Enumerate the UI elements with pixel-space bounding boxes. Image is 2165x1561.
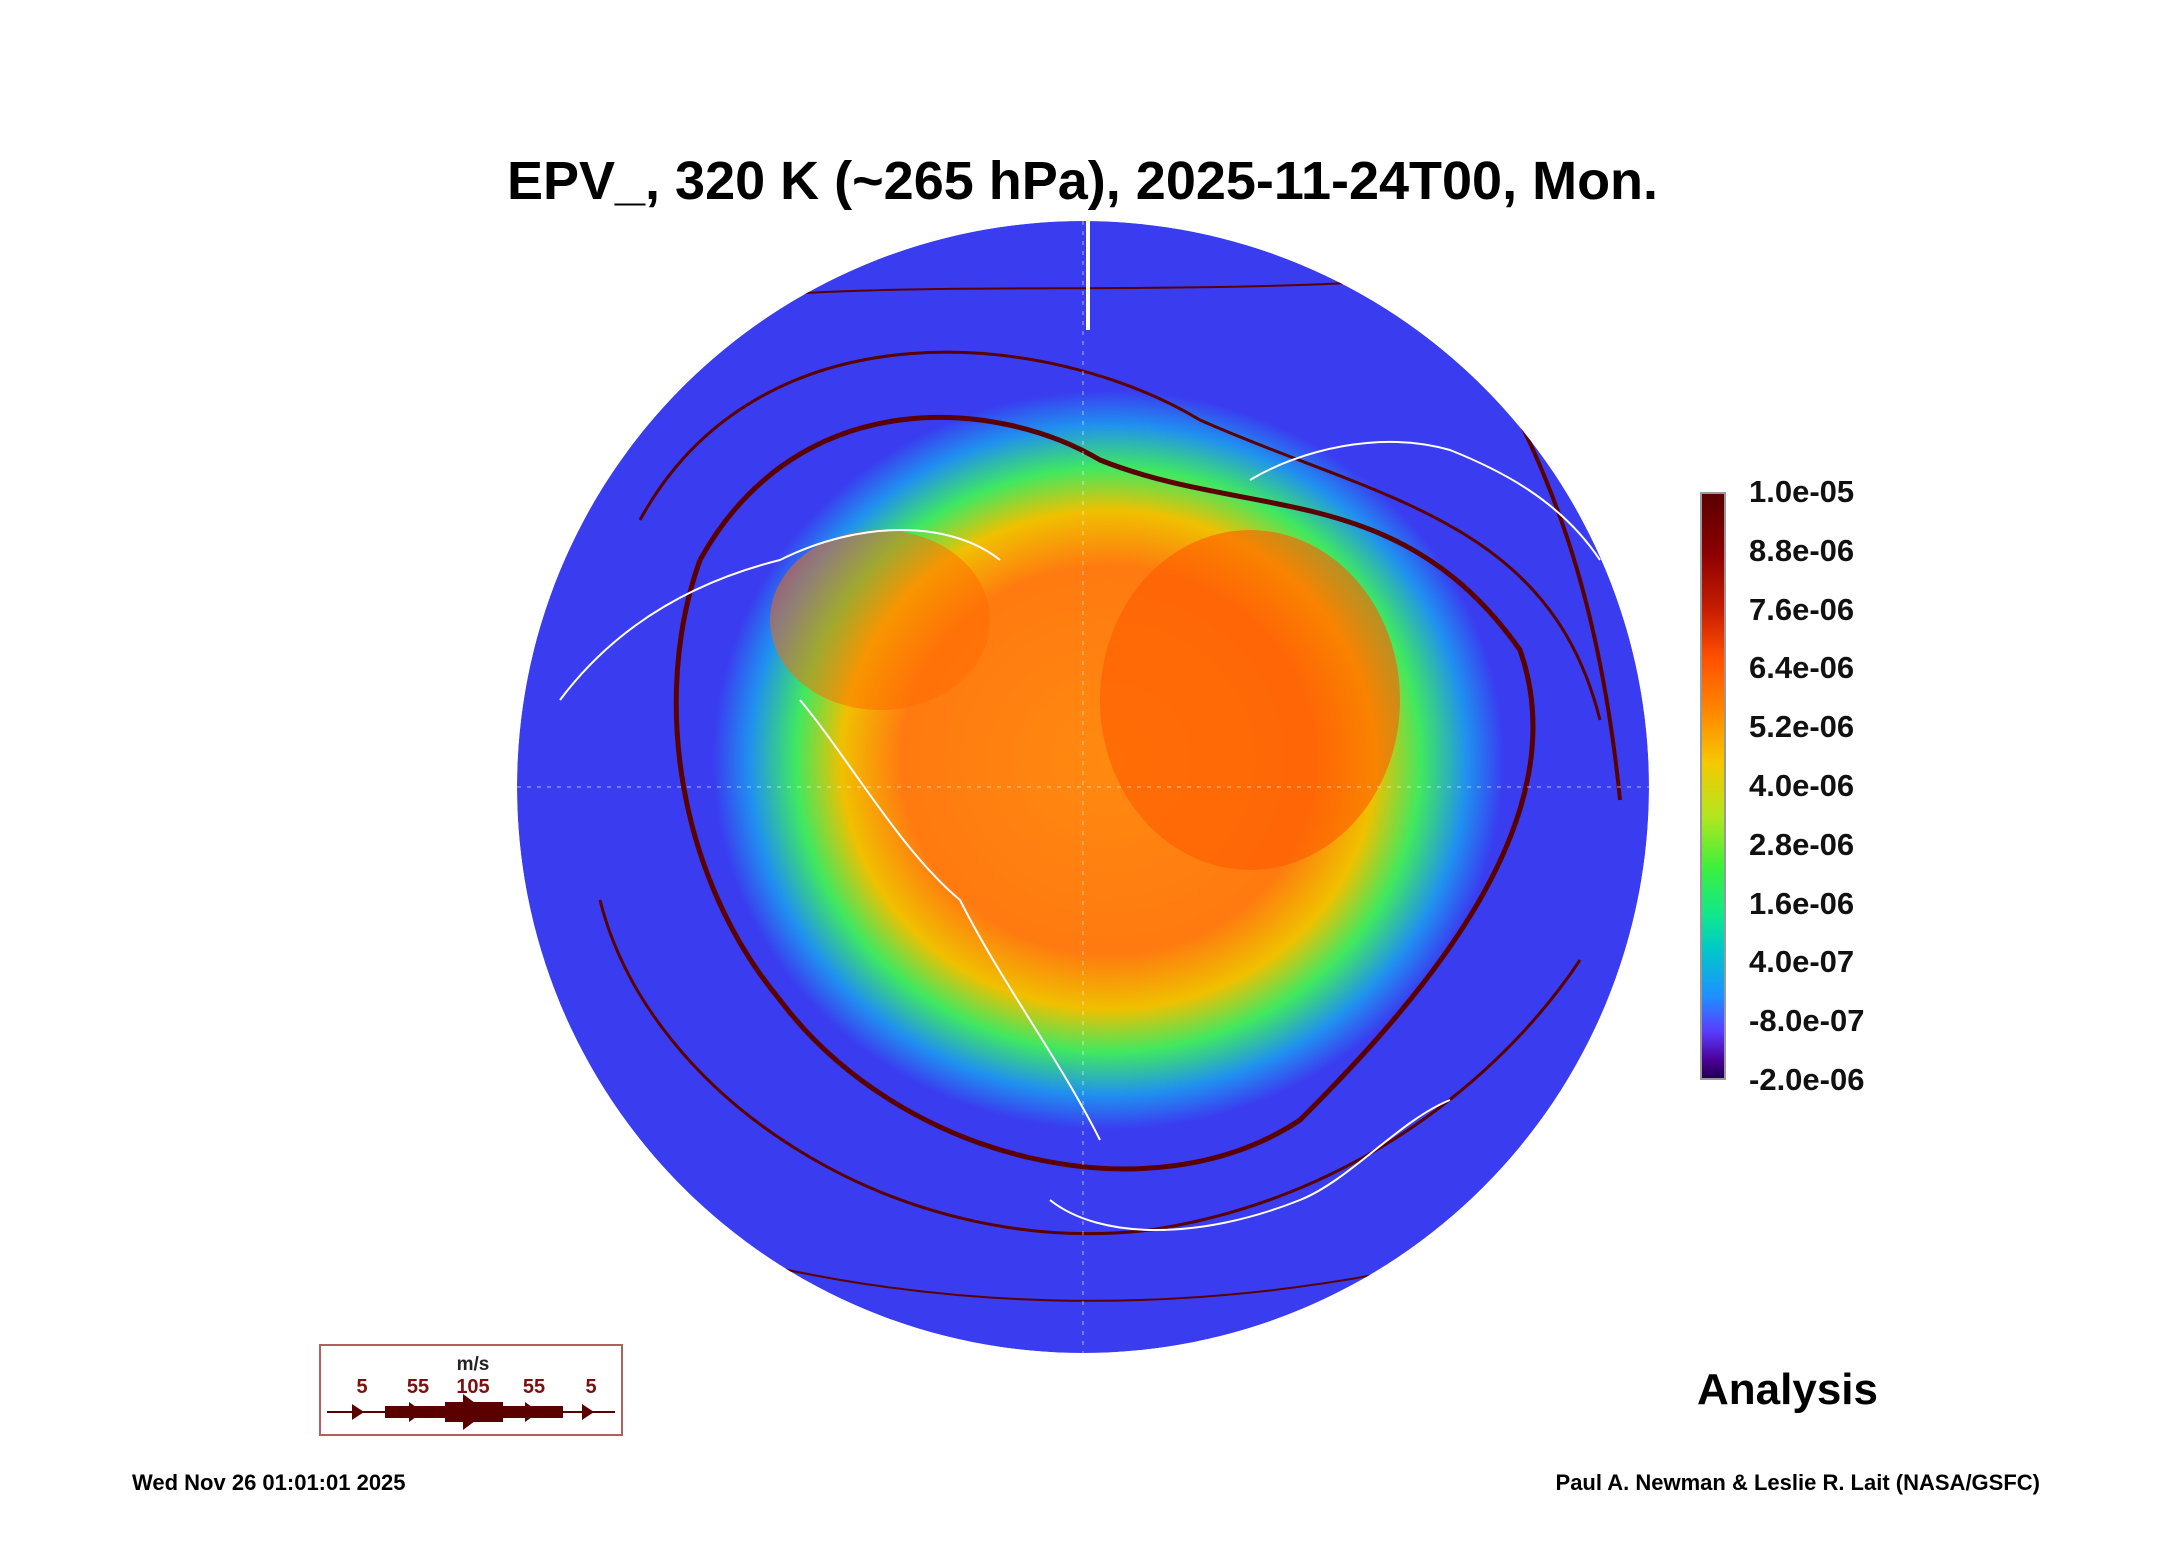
coastlines: [559, 440, 1601, 1231]
wind-legend: m/s 5 55 105 55 5: [319, 1344, 623, 1436]
colorbar-tick-label: -8.0e-07: [1749, 1003, 1865, 1039]
colorbar-tick-label: 4.0e-06: [1749, 768, 1855, 803]
wind-units: m/s: [456, 1354, 490, 1375]
wind-label: 105: [456, 1376, 490, 1398]
colorbar-tick-label: 5.2e-06: [1749, 709, 1855, 745]
wind-arrow-scale: [327, 1394, 615, 1430]
chart-title: EPV_, 320 K (~265 hPa), 2025-11-24T00, M…: [506, 151, 1659, 211]
colorbar-tick-label: 2.8e-06: [1749, 826, 1855, 862]
streamline: [638, 350, 1602, 721]
wind-label: 55: [406, 1376, 430, 1398]
colorbar-tick-label: -2.0e-06: [1749, 1062, 1865, 1097]
colorbar-tick-label: 1.6e-06: [1749, 885, 1855, 921]
epv-field-core: [630, 330, 1550, 1190]
colorbar-tick-label: 4.0e-07: [1749, 944, 1855, 980]
wind-label: 55: [522, 1376, 546, 1398]
timestamp: Wed Nov 26 01:01:01 2025: [132, 1470, 406, 1495]
epv-high-patch: [1100, 530, 1400, 870]
streamline: [598, 899, 1582, 1236]
colorbar: [1700, 492, 1726, 1080]
epv-high-patch: [770, 530, 990, 710]
colorbar-tick-label: 6.4e-06: [1749, 650, 1855, 686]
colorbar-tick-label: 7.6e-06: [1749, 591, 1855, 627]
wind-label: 5: [356, 1376, 368, 1398]
streamline: [673, 415, 1536, 1172]
analysis-label: Analysis: [1697, 1365, 1878, 1414]
colorbar-tick-label: 1.0e-05: [1749, 474, 1855, 509]
wind-label: 5: [585, 1376, 597, 1398]
colorbar-tick-label: 8.8e-06: [1749, 532, 1855, 568]
credit: Paul A. Newman & Leslie R. Lait (NASA/GS…: [1555, 1470, 2040, 1495]
